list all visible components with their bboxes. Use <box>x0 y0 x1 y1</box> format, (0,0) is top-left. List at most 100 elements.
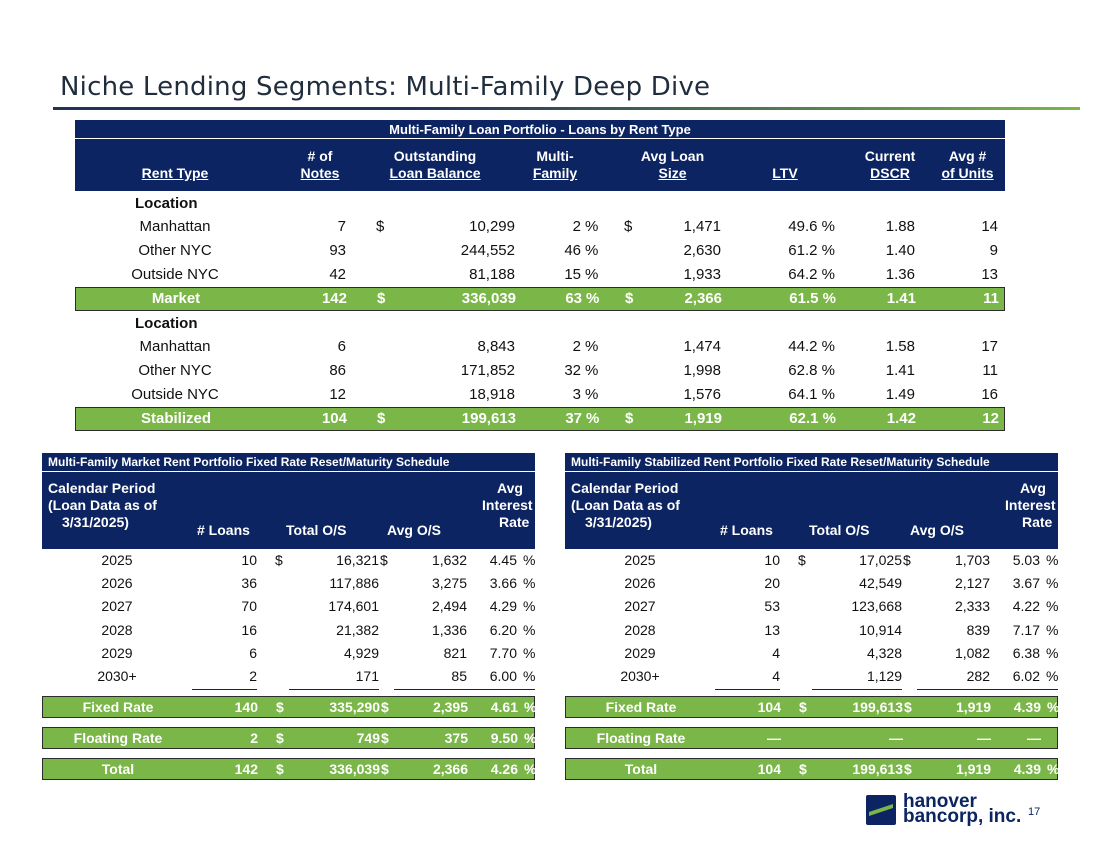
cell-avg: 3,275 <box>431 575 467 592</box>
schedule-caption: Multi-Family Stabilized Rent Portfolio F… <box>565 453 1058 472</box>
cell-pct: 46 <box>564 242 581 259</box>
cell-dscr: 1.41 <box>885 362 915 379</box>
header-rate-1: Avg <box>1020 480 1046 496</box>
header-loans: # Loans <box>197 522 250 538</box>
cell-cur1: $ <box>377 410 386 427</box>
cell-total: 749 <box>356 730 380 747</box>
cell-units: 9 <box>989 242 998 259</box>
cell-total: 336,039 <box>329 761 380 778</box>
cell-avg: 2,395 <box>432 699 468 716</box>
cell-period: 2029 <box>101 644 133 661</box>
cell-ltv: 64.1 % <box>788 386 835 403</box>
cell-avg: 1,919 <box>684 410 722 427</box>
cell-units: 17 <box>981 338 998 355</box>
cell-rate: 4.26 <box>490 761 518 778</box>
subtotal-rule <box>812 689 902 691</box>
cell-name: Stabilized <box>140 410 211 427</box>
cell-avg: 85 <box>451 667 467 684</box>
cell-cur2: $ <box>381 730 389 747</box>
cell-pct: % <box>524 699 537 716</box>
cell-balance: 336,039 <box>461 290 516 307</box>
header-rate-3: Rate <box>499 514 530 530</box>
cell-ltv: 61.5 % <box>789 290 836 307</box>
cell-cur1: $ <box>376 218 385 235</box>
cell-pct: % <box>1047 699 1060 716</box>
cell-notes: 42 <box>329 266 346 283</box>
cell-pct: % <box>523 552 536 568</box>
summary-row: Floating Rate 2 $749 $375 9.50% <box>42 727 536 750</box>
cell-period: 2026 <box>101 575 133 592</box>
cell-cur2: $ <box>624 218 633 235</box>
cell-notes: 86 <box>329 362 346 379</box>
cell-balance: 18,918 <box>469 386 515 403</box>
cell-period: 2025 <box>624 552 656 568</box>
cell-loans: 10 <box>764 552 780 568</box>
table-row: Manhattan 7 $10,299 2% $1,471 49.6 % 1.88 14 <box>75 215 1005 239</box>
subtotal-rule <box>394 689 469 691</box>
cell-loans: 142 <box>234 761 258 778</box>
cell-notes: 104 <box>321 410 347 427</box>
cell-units: 16 <box>981 386 998 403</box>
cell-pctsign: % <box>586 410 600 427</box>
table-row: 2025 10 $17,025 $1,703 5.03% <box>565 549 1058 572</box>
summary-row: Fixed Rate 104 $199,613 $1,919 4.39% <box>565 696 1060 719</box>
rent-type-table: Multi-Family Loan Portfolio - Loans by R… <box>75 120 1005 431</box>
section-label-text: Location <box>135 315 198 332</box>
header-units: Avg # of Units <box>941 148 994 181</box>
cell-loans: 4 <box>772 644 780 661</box>
cell-pct: 32 <box>564 362 581 379</box>
rent-type-table-body: Location Manhattan 7 $10,299 2% $1,471 49.6 % 1… <box>75 191 1005 431</box>
cell-loans: 13 <box>764 621 780 638</box>
cell-dscr: 1.58 <box>885 338 915 355</box>
cell-units: 13 <box>981 266 998 283</box>
cell-notes: 93 <box>329 242 346 259</box>
stabilized-schedule-table: Multi-Family Stabilized Rent Portfolio F… <box>565 453 1060 781</box>
cell-balance: 244,552 <box>460 242 515 259</box>
cell-period: 2028 <box>101 621 133 638</box>
cell-loans: 70 <box>241 598 257 615</box>
cell-ltv: 62.1 % <box>789 410 836 427</box>
cell-cur2: $ <box>381 761 389 778</box>
cell-dscr: 1.49 <box>885 386 915 403</box>
cell-name: Market <box>151 290 201 307</box>
cell-loans: 20 <box>764 575 780 592</box>
cell-avg: 2,366 <box>684 290 722 307</box>
cell-loans: 140 <box>234 699 258 716</box>
cell-loans: 36 <box>241 575 257 592</box>
cell-avg: — <box>977 730 991 747</box>
cell-units: 14 <box>981 218 998 235</box>
cell-rate: 7.17 <box>1012 621 1040 638</box>
cell-avg: 821 <box>443 644 467 661</box>
cell-avg: 1,919 <box>955 699 991 716</box>
cell-pct: 2 <box>572 338 581 355</box>
cell-dscr: 1.88 <box>885 218 915 235</box>
cell-notes: 6 <box>337 338 346 355</box>
cell-rate: 4.39 <box>1013 761 1041 778</box>
header-rent-type: Rent Type <box>141 165 209 181</box>
cell-name: Outside NYC <box>131 266 219 283</box>
subtotal-rule <box>289 689 379 691</box>
cell-cur2: $ <box>904 761 912 778</box>
cell-notes: 12 <box>329 386 346 403</box>
cell-name: Manhattan <box>139 218 211 235</box>
cell-loans: 10 <box>241 552 257 568</box>
cell-pct: % <box>1046 621 1059 638</box>
subtotal-rule <box>192 689 257 691</box>
cell-balance: 81,188 <box>469 266 515 283</box>
cell-cur1: $ <box>799 761 807 778</box>
cell-cur2: $ <box>903 552 911 568</box>
cell-balance: 199,613 <box>461 410 516 427</box>
cell-rate: 4.29 <box>489 598 517 615</box>
cell-total: 1,129 <box>866 667 902 684</box>
header-rate-2: Interest <box>1005 497 1056 513</box>
header-period-2: (Loan Data as of <box>571 497 680 513</box>
cell-label: Fixed Rate <box>82 699 154 716</box>
cell-total: 199,613 <box>852 761 903 778</box>
cell-avg: 2,630 <box>683 242 721 259</box>
header-total: Total O/S <box>809 522 870 538</box>
logo-mark-icon <box>866 795 896 825</box>
summary-row: Floating Rate — — — — <box>565 727 1058 750</box>
cell-rate: 4.39 <box>1013 699 1041 716</box>
cell-pct: % <box>524 761 537 778</box>
table-row: 2025 10 $16,321 $1,632 4.45% <box>42 549 535 572</box>
